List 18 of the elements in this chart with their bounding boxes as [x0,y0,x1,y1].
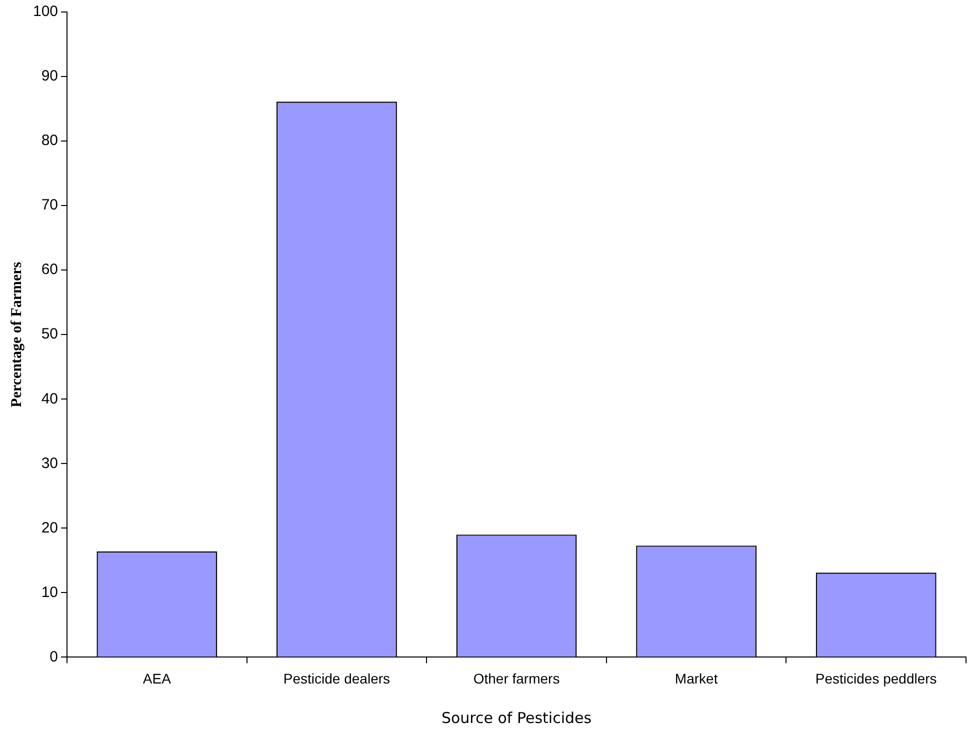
y-tick-label: 20 [41,519,58,536]
y-tick-label: 10 [41,584,58,601]
y-tick-label: 70 [41,196,58,214]
y-tick-label: 60 [41,261,58,278]
y-tick-label: 40 [41,390,58,408]
x-tick-label: Pesticide dealers [283,670,390,686]
x-axis-title: Source of Pesticides [441,708,592,727]
x-tick-label: Pesticides peddlers [815,670,937,686]
x-tick-label: AEA [142,670,172,686]
y-tick-label: 0 [50,648,58,666]
y-tick-label: 90 [41,68,58,85]
y-axis-title: Percentage of Farmers [8,262,25,408]
y-tick-label: 30 [41,454,58,472]
x-tick-label: Market [674,670,718,686]
x-tick-label: Other farmers [473,670,560,686]
y-tick-label: 80 [41,132,58,150]
y-tick-label: 50 [41,326,58,343]
y-tick-label: 100 [32,3,58,20]
